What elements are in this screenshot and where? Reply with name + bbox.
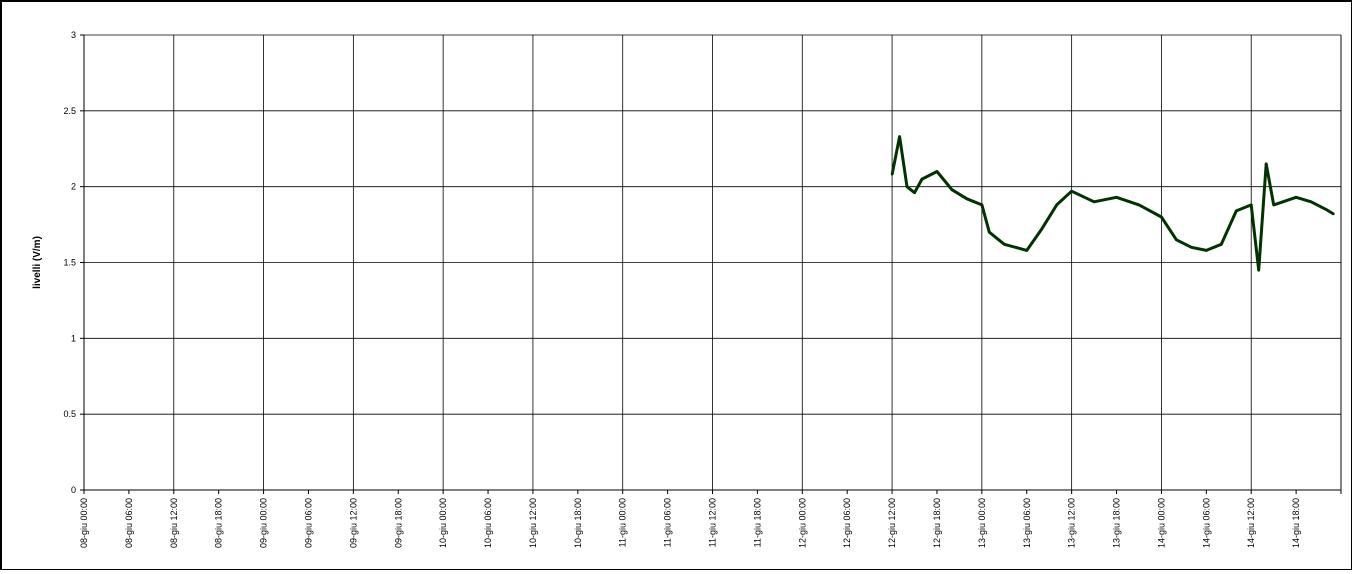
x-tick-label: 08-giu 18:00 [214,498,224,548]
data-point [1220,243,1223,246]
data-point [1003,243,1006,246]
x-tick-label: 12-giu 00:00 [797,498,807,548]
data-point [1309,200,1313,203]
series-line [890,135,1335,272]
data-point [898,135,901,138]
x-tick-label: 13-giu 12:00 [1067,498,1077,548]
x-tick-label: 14-giu 06:00 [1201,498,1211,548]
x-tick-label: 09-giu 18:00 [393,498,403,548]
data-point [1235,209,1238,213]
x-tick-label: 10-giu 18:00 [573,498,583,548]
x-tick-label: 14-giu 00:00 [1156,498,1166,548]
data-point [1092,200,1096,203]
y-tick-label: 1.5 [63,258,76,268]
x-tick-label: 09-giu 00:00 [259,498,269,548]
data-point [1324,208,1328,211]
data-point [1160,215,1163,219]
x-tick-label: 11-giu 12:00 [708,498,718,547]
x-tick-label: 11-giu 18:00 [752,498,762,547]
data-point [980,203,984,207]
data-point [1055,203,1058,207]
data-point [890,173,894,176]
data-point [905,185,909,188]
x-tick-label: 12-giu 12:00 [887,498,897,548]
x-tick-label: 10-giu 12:00 [528,498,538,548]
x-tick-label: 10-giu 06:00 [483,498,493,548]
data-point [1137,203,1141,207]
data-point [1025,249,1028,252]
x-tick-label: 09-giu 12:00 [348,498,358,548]
y-tick-label: 3 [71,30,76,40]
y-axis-label: livelli (V/m) [32,236,43,289]
data-point [965,197,969,200]
data-point [1205,249,1208,252]
grid-layer [80,34,1342,494]
y-tick-label: 2 [71,182,76,192]
x-tick-label: 14-giu 12:00 [1246,498,1256,548]
data-point [1265,162,1268,166]
x-tick-label: 12-giu 18:00 [932,498,942,548]
y-tick-label: 0 [71,485,76,495]
data-point [950,188,954,191]
data-point [1250,203,1253,207]
y-tick-label: 2.5 [63,106,76,116]
y-tick-label: 1 [71,333,76,343]
data-point [913,191,916,194]
x-tick-label: 08-giu 00:00 [79,498,89,548]
x-tick-labels: 08-giu 00:00 08-giu 06:00 08-giu 12:00 08-g… [79,498,1301,548]
x-tick-label: 13-giu 00:00 [977,498,987,548]
data-point [1175,238,1178,241]
x-tick-label: 11-giu 06:00 [663,498,673,547]
data-point [988,231,991,234]
data-point [1272,203,1275,207]
data-point [935,170,939,173]
x-tick-label: 11-giu 00:00 [618,498,628,547]
data-point [920,177,924,181]
series-layer [890,135,1335,272]
x-tick-label: 13-giu 18:00 [1112,498,1122,548]
x-tick-label: 08-giu 12:00 [169,498,179,548]
data-point [1115,196,1118,199]
data-point [1070,190,1073,193]
x-tick-label: 08-giu 06:00 [124,498,134,548]
y-tick-labels: 0 0.5 1 1.5 2 2.5 3 [63,30,76,495]
x-tick-label: 14-giu 18:00 [1291,498,1301,548]
x-tick-label: 12-giu 06:00 [842,498,852,548]
x-tick-label: 09-giu 06:00 [303,498,313,548]
x-tick-label: 10-giu 00:00 [438,498,448,548]
data-point [1190,246,1193,249]
y-tick-label: 0.5 [63,409,76,419]
data-point [1040,227,1043,231]
data-point [1257,268,1260,272]
data-point [1332,212,1335,216]
data-point [1294,196,1298,199]
x-tick-label: 13-giu 06:00 [1022,498,1032,548]
